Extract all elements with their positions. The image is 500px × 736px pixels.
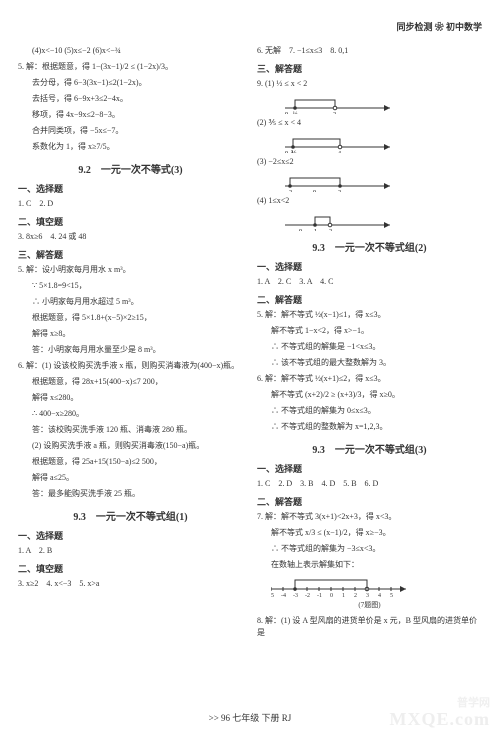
watermark-text: 普学网 bbox=[457, 694, 490, 710]
text-line: 系数化为 1，得 x≥7/5。 bbox=[18, 141, 243, 153]
watermark-text: MXQE.com bbox=[390, 709, 490, 730]
text-line: 1. C 2. D bbox=[18, 198, 243, 210]
number-line-diagram: 0 1 2 bbox=[285, 211, 395, 231]
svg-text:2: 2 bbox=[333, 112, 336, 114]
svg-text:5: 5 bbox=[390, 593, 393, 597]
text-line: 根据题意，得 5×1.8+(x−5)×2≥15， bbox=[18, 312, 243, 324]
text-line: 去括号，得 6−9x+3≤2−4x。 bbox=[18, 93, 243, 105]
text-line: 6. 解：解不等式 ½(x+1)≤2，得 x≤3。 bbox=[257, 373, 482, 385]
text-line: 去分母，得 6−3(3x−1)≤2(1−2x)。 bbox=[18, 77, 243, 89]
text-line: 答：最多能购买洗手液 25 瓶。 bbox=[18, 488, 243, 500]
text-line: (2) 设购买洗手液 a 瓶，则购买消毒液(150−a)瓶。 bbox=[18, 440, 243, 452]
svg-text:2: 2 bbox=[338, 190, 341, 192]
text-line: 答：小明家每月用水量至少是 8 m³。 bbox=[18, 344, 243, 356]
sub-heading: 一、选择题 bbox=[257, 462, 482, 475]
text-line: (2) ⅗ ≤ x < 4 bbox=[257, 117, 482, 129]
svg-text:1: 1 bbox=[314, 229, 317, 231]
svg-text:½: ½ bbox=[293, 111, 298, 114]
text-line: 5. 解：根据题意，得 1−(3x−1)/2 ≤ (1−2x)/3。 bbox=[18, 61, 243, 73]
text-line: 6. 解：(1) 设该校购买洗手液 x 瓶，则购买消毒液为(400−x)瓶。 bbox=[18, 360, 243, 372]
number-line-diagram: -2 0 2 bbox=[285, 172, 395, 192]
sub-heading: 三、解答题 bbox=[18, 248, 243, 261]
text-line: 3. x≥2 4. x<−3 5. x>a bbox=[18, 578, 243, 590]
sub-heading: 二、填空题 bbox=[18, 562, 243, 575]
sub-heading: 一、选择题 bbox=[18, 182, 243, 195]
section-heading: 9.3 一元一次不等式组(3) bbox=[257, 441, 482, 456]
text-line: 1. A 2. B bbox=[18, 545, 243, 557]
text-line: ∴ 不等式组的解集是 −1<x≤3。 bbox=[257, 341, 482, 353]
text-line: 6. 无解 7. −1≤x≤3 8. 0,1 bbox=[257, 45, 482, 57]
text-line: 移项，得 4x−9x≤2−8−3。 bbox=[18, 109, 243, 121]
text-line: 在数轴上表示解集如下： bbox=[257, 559, 482, 571]
text-line: 1. A 2. C 3. A 4. C bbox=[257, 276, 482, 288]
svg-text:-5: -5 bbox=[271, 593, 274, 597]
svg-text:⅗: ⅗ bbox=[291, 151, 297, 153]
text-line: 1. C 2. D 3. B 4. D 5. B 6. D bbox=[257, 478, 482, 490]
svg-text:2: 2 bbox=[354, 593, 357, 597]
section-heading: 9.2 一元一次不等式(3) bbox=[18, 161, 243, 176]
text-line: 根据题意，得 25a+15(150−a)≤2 500， bbox=[18, 456, 243, 468]
text-line: ∴ 小明家每月用水超过 5 m³。 bbox=[18, 296, 243, 308]
svg-text:-2: -2 bbox=[287, 190, 292, 192]
text-line: ∴ 不等式组的解集为 −3≤x<3。 bbox=[257, 543, 482, 555]
number-line-diagram: 0 ½ 2 bbox=[285, 94, 395, 114]
svg-text:4: 4 bbox=[338, 151, 341, 153]
svg-text:0: 0 bbox=[285, 151, 288, 153]
text-line: 3. 8x≥6 4. 24 或 48 bbox=[18, 231, 243, 243]
text-line: (4)x<−10 (5)x≤−2 (6)x<−¾ bbox=[18, 45, 243, 57]
text-line: 解得 a≤25。 bbox=[18, 472, 243, 484]
text-line: ∴ 该不等式组的最大整数解为 3。 bbox=[257, 357, 482, 369]
sub-heading: 一、选择题 bbox=[257, 260, 482, 273]
right-column: 6. 无解 7. −1≤x≤3 8. 0,1 三、解答题 9. (1) ½ ≤ … bbox=[257, 45, 482, 643]
svg-text:-1: -1 bbox=[317, 593, 322, 597]
svg-text:-3: -3 bbox=[293, 593, 298, 597]
svg-text:-4: -4 bbox=[281, 593, 286, 597]
svg-text:2: 2 bbox=[329, 229, 332, 231]
sub-heading: 二、解答题 bbox=[257, 495, 482, 508]
sub-heading: 三、解答题 bbox=[257, 62, 482, 75]
text-line: 解得 x≤280。 bbox=[18, 392, 243, 404]
text-line: ∴ 不等式组的解集为 0≤x≤3。 bbox=[257, 405, 482, 417]
text-line: 7. 解：解不等式 3(x+1)<2x+3，得 x<3。 bbox=[257, 511, 482, 523]
svg-text:3: 3 bbox=[366, 593, 369, 597]
text-line: 8. 解：(1) 设 A 型风扇的进货单价是 x 元，B 型风扇的进货单价是 bbox=[257, 615, 482, 639]
text-line: ∵ 5×1.8=9<15， bbox=[18, 280, 243, 292]
text-line: 5. 解：解不等式 ½(x−1)≤1，得 x≤3。 bbox=[257, 309, 482, 321]
svg-text:0: 0 bbox=[313, 190, 316, 192]
number-line-diagram: -5 -4 -3 -2 -1 0 1 2 3 4 5 bbox=[271, 575, 411, 597]
svg-text:-2: -2 bbox=[305, 593, 310, 597]
text-line: 根据题意，得 28x+15(400−x)≤7 200， bbox=[18, 376, 243, 388]
text-line: 合并同类项，得 −5x≤−7。 bbox=[18, 125, 243, 137]
text-line: 答：该校购买洗手液 120 瓶、消毒液 280 瓶。 bbox=[18, 424, 243, 436]
text-line: (4) 1≤x<2 bbox=[257, 195, 482, 207]
text-line: 解得 x≥8。 bbox=[18, 328, 243, 340]
text-line: 5. 解：设小明家每月用水 x m³。 bbox=[18, 264, 243, 276]
sub-heading: 二、填空题 bbox=[18, 215, 243, 228]
content-columns: (4)x<−10 (5)x≤−2 (6)x<−¾ 5. 解：根据题意，得 1−(… bbox=[18, 45, 482, 643]
text-line: 9. (1) ½ ≤ x < 2 bbox=[257, 78, 482, 90]
number-line-diagram: 0⅗ 4 bbox=[285, 133, 395, 153]
text-line: 解不等式 1−x<2，得 x>−1。 bbox=[257, 325, 482, 337]
page-header: 同步检测 ❀ 初中数学 bbox=[18, 20, 482, 33]
figure-caption: (7题图) bbox=[257, 600, 482, 611]
text-line: ∴ 400−x≥280。 bbox=[18, 408, 243, 420]
text-line: (3) −2≤x≤2 bbox=[257, 156, 482, 168]
text-line: 解不等式 (x+2)/2 ≥ (x+3)/3，得 x≥0。 bbox=[257, 389, 482, 401]
text-line: ∴ 不等式组的整数解为 x=1,2,3。 bbox=[257, 421, 482, 433]
sub-heading: 一、选择题 bbox=[18, 529, 243, 542]
svg-text:4: 4 bbox=[378, 593, 381, 597]
section-heading: 9.3 一元一次不等式组(2) bbox=[257, 239, 482, 254]
svg-text:0: 0 bbox=[330, 593, 333, 597]
sub-heading: 二、解答题 bbox=[257, 293, 482, 306]
left-column: (4)x<−10 (5)x≤−2 (6)x<−¾ 5. 解：根据题意，得 1−(… bbox=[18, 45, 243, 643]
section-heading: 9.3 一元一次不等式组(1) bbox=[18, 508, 243, 523]
text-line: 解不等式 x/3 ≤ (x−1)/2，得 x≥−3。 bbox=[257, 527, 482, 539]
svg-text:0: 0 bbox=[285, 112, 288, 114]
svg-text:0: 0 bbox=[299, 229, 302, 231]
svg-text:1: 1 bbox=[342, 593, 345, 597]
